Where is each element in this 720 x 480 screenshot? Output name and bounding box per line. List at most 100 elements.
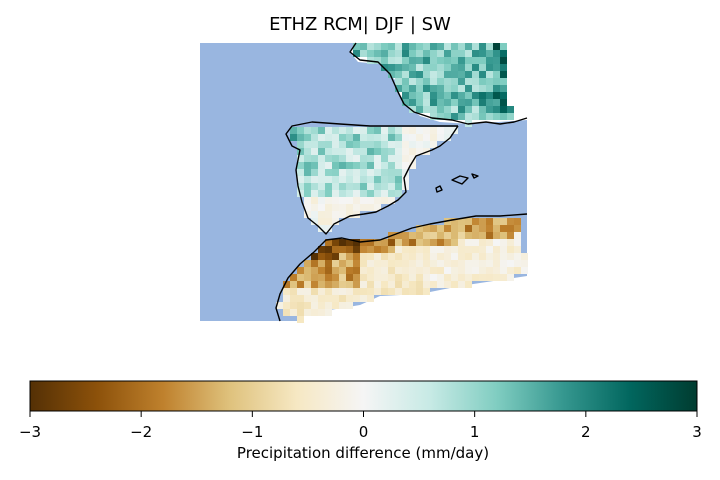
grid-cell: [374, 134, 381, 141]
grid-cell: [395, 190, 402, 197]
grid-cell: [423, 99, 430, 106]
grid-cell: [318, 134, 325, 141]
grid-cell: [430, 43, 437, 50]
grid-cell: [297, 309, 304, 316]
grid-cell: [346, 127, 353, 134]
grid-cell: [388, 246, 395, 253]
grid-cell: [360, 148, 367, 155]
grid-cell: [493, 64, 500, 71]
grid-cell: [395, 57, 402, 64]
grid-cell: [304, 260, 311, 267]
grid-cell: [486, 225, 493, 232]
grid-cell: [395, 43, 402, 50]
grid-cell: [374, 176, 381, 183]
grid-cell: [521, 260, 528, 267]
grid-cell: [360, 295, 367, 302]
grid-cell: [367, 267, 374, 274]
grid-cell: [395, 50, 402, 57]
grid-cell: [444, 78, 451, 85]
grid-cell: [479, 246, 486, 253]
grid-cell: [486, 106, 493, 113]
grid-cell: [381, 281, 388, 288]
grid-cell: [360, 204, 367, 211]
grid-cell: [402, 239, 409, 246]
grid-cell: [402, 92, 409, 99]
grid-cell: [409, 281, 416, 288]
grid-cell: [479, 71, 486, 78]
grid-cell: [339, 288, 346, 295]
grid-cell: [416, 225, 423, 232]
grid-cell: [458, 281, 465, 288]
grid-cell: [297, 274, 304, 281]
grid-cell: [458, 225, 465, 232]
grid-cell: [290, 127, 297, 134]
grid-cell: [346, 169, 353, 176]
grid-cell: [479, 99, 486, 106]
grid-cell: [472, 267, 479, 274]
grid-cell: [339, 162, 346, 169]
grid-cell: [388, 148, 395, 155]
grid-cell: [430, 106, 437, 113]
grid-cell: [283, 295, 290, 302]
grid-cell: [416, 99, 423, 106]
grid-cell: [353, 295, 360, 302]
grid-cell: [465, 239, 472, 246]
grid-cell: [325, 134, 332, 141]
grid-cell: [444, 274, 451, 281]
grid-cell: [388, 253, 395, 260]
grid-cell: [430, 246, 437, 253]
grid-cell: [430, 57, 437, 64]
grid-cell: [514, 253, 521, 260]
grid-cell: [290, 288, 297, 295]
coastline-balearic: [451, 175, 469, 185]
grid-cell: [346, 281, 353, 288]
grid-cell: [360, 239, 367, 246]
grid-cell: [472, 246, 479, 253]
grid-cell: [339, 204, 346, 211]
grid-cell: [479, 113, 486, 120]
coastlines: [275, 42, 528, 322]
grid-cell: [472, 218, 479, 225]
grid-cell: [304, 127, 311, 134]
grid-cell: [430, 239, 437, 246]
grid-cell: [451, 43, 458, 50]
grid-cell: [500, 253, 507, 260]
grid-cell: [374, 148, 381, 155]
grid-cell: [444, 127, 451, 134]
grid-cell: [311, 281, 318, 288]
grid-cell: [339, 260, 346, 267]
grid-cell: [318, 246, 325, 253]
colorbar-ticks: [29, 411, 698, 417]
grid-cell: [360, 134, 367, 141]
grid-cell: [304, 309, 311, 316]
grid-cell: [374, 267, 381, 274]
grid-cell: [493, 71, 500, 78]
grid-cell: [437, 274, 444, 281]
grid-cell: [311, 267, 318, 274]
grid-cell: [332, 204, 339, 211]
grid-cell: [367, 239, 374, 246]
grid-cell: [318, 162, 325, 169]
grid-cell: [395, 253, 402, 260]
grid-cell: [521, 267, 528, 274]
grid-cell: [416, 92, 423, 99]
colorbar-tick-label: 3: [692, 423, 702, 441]
grid-cell: [458, 113, 465, 120]
grid-cell: [290, 309, 297, 316]
grid-cell: [472, 99, 479, 106]
grid-cell: [388, 190, 395, 197]
grid-cell: [388, 127, 395, 134]
grid-cell: [318, 309, 325, 316]
grid-cell: [332, 288, 339, 295]
grid-cell: [318, 260, 325, 267]
grid-cell: [500, 246, 507, 253]
grid-cell: [409, 78, 416, 85]
grid-cell: [325, 295, 332, 302]
grid-cell: [332, 155, 339, 162]
grid-cell: [381, 169, 388, 176]
grid-cell: [444, 232, 451, 239]
grid-cell: [458, 85, 465, 92]
grid-cell: [437, 113, 444, 120]
grid-cell: [409, 239, 416, 246]
grid-cell: [388, 43, 395, 50]
